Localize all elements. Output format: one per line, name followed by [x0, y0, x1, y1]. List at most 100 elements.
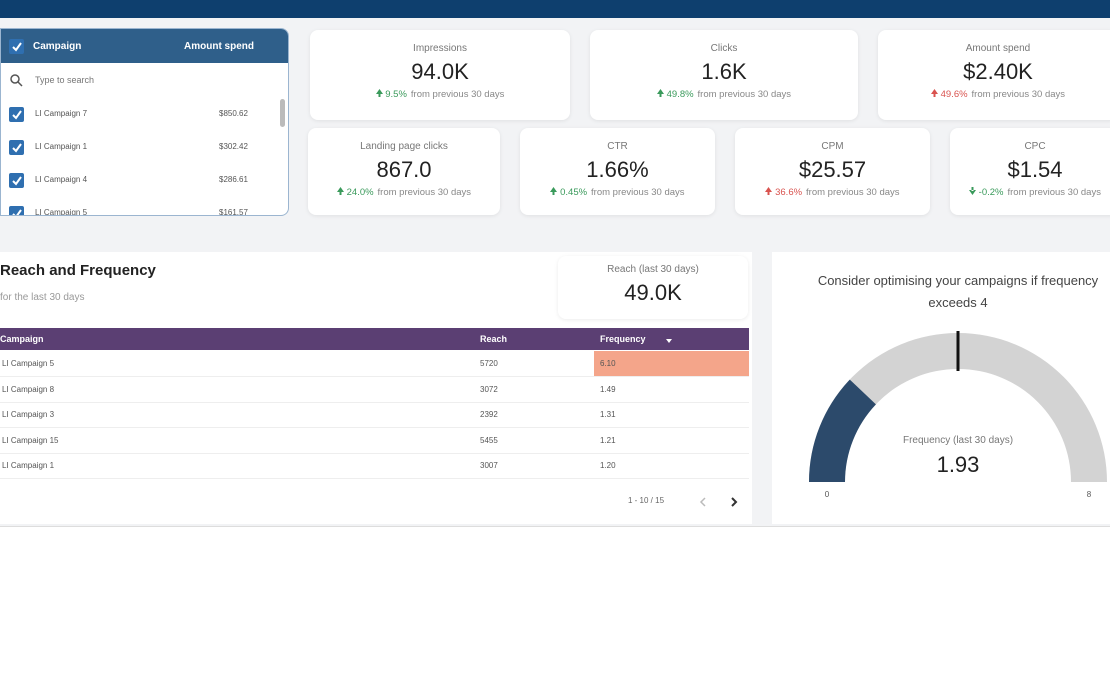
section-title: Reach and Frequency — [0, 262, 156, 279]
kpi-change: 24.0% from previous 30 days — [308, 187, 500, 198]
table-header — [0, 328, 749, 350]
kpi-label: Landing page clicks — [360, 141, 448, 152]
table-cell: 3007 — [480, 461, 498, 470]
kpi-card: CPM $25.57 36.6% from previous 30 days — [735, 128, 930, 215]
kpi-card: Impressions 94.0K 9.5% from previous 30 da… — [310, 30, 570, 120]
filter-header — [1, 29, 288, 63]
filter-item-amount: $302.42 — [219, 142, 248, 151]
table-cell: LI Campaign 1 — [2, 461, 55, 470]
highlight-cell — [594, 351, 749, 376]
gauge-max: 8 — [1087, 490, 1092, 499]
section-subtitle: for the last 30 days — [0, 292, 85, 303]
change-arrow — [336, 187, 347, 198]
table-cell: 6.10 — [600, 359, 616, 368]
table-cell: LI Campaign 15 — [2, 435, 59, 445]
filter-column: Campaign — [33, 41, 82, 52]
kpi-change: 9.5% from previous 30 days — [310, 89, 570, 100]
change-value: 36.6% — [775, 187, 803, 198]
table-cell: 5455 — [480, 435, 498, 445]
table-cell: 1.49 — [600, 384, 616, 394]
scorecard-value: 49.0K — [624, 280, 682, 305]
change-note: from previous 30 days — [410, 89, 505, 100]
change-arrow — [930, 89, 941, 100]
filter-item-amount: $850.62 — [219, 109, 248, 118]
change-note: from previous 30 days — [806, 187, 900, 198]
change-arrow — [969, 187, 979, 198]
gauge-value: 1.93 — [937, 452, 980, 477]
kpi-card: CTR 1.66% 0.45% from previous 30 days — [520, 128, 715, 215]
gauge-fill — [809, 379, 876, 482]
table-cell: 1.31 — [600, 410, 616, 419]
kpi-change: 49.6% from previous 30 days — [878, 89, 1110, 100]
kpi-value: $25.57 — [798, 157, 867, 182]
table-cell: 5720 — [480, 359, 498, 368]
filter-item-label[interactable]: LI Campaign 7 — [35, 109, 88, 118]
checkbox[interactable] — [9, 140, 24, 155]
change-note: from previous 30 days — [377, 187, 472, 198]
kpi-value: $1.54 — [1007, 157, 1063, 182]
kpi-label: Clicks — [710, 43, 738, 54]
checkbox[interactable] — [9, 173, 24, 188]
gauge-track — [809, 333, 1107, 482]
checkbox[interactable] — [9, 206, 24, 215]
filter-item-amount: $161.57 — [219, 208, 248, 216]
change-arrow — [656, 89, 667, 100]
kpi-value: 94.0K — [411, 59, 469, 84]
column-header[interactable]: Reach — [480, 334, 508, 344]
kpi-card: Amount spend $2.40K 49.6% from previous 30… — [878, 30, 1110, 120]
row-divider — [0, 427, 749, 428]
checkbox[interactable] — [9, 39, 24, 54]
search-input[interactable]: Type to search — [35, 75, 95, 85]
kpi-value: 1.66% — [586, 157, 649, 182]
gauge-min: 0 — [825, 490, 830, 499]
change-value: 49.8% — [666, 89, 694, 100]
kpi-change: 36.6% from previous 30 days — [735, 187, 930, 198]
table-cell: 1.21 — [600, 435, 616, 445]
kpi-label: Impressions — [413, 43, 467, 54]
gauge-label: Frequency (last 30 days) — [903, 435, 1013, 446]
change-note: from previous 30 days — [971, 89, 1066, 100]
row-divider — [0, 452, 749, 454]
kpi-card: CPC $1.54 -0.2% from previous 30 days — [950, 128, 1110, 215]
change-arrow — [375, 89, 386, 100]
row-divider — [0, 376, 749, 377]
table-cell: 1.20 — [600, 461, 616, 470]
change-note: from previous 30 days — [1007, 187, 1101, 198]
top-bar — [0, 0, 1110, 18]
change-arrow — [550, 187, 560, 198]
column-header[interactable]: Frequency — [600, 334, 646, 344]
row-divider — [0, 478, 749, 479]
table-cell: 3072 — [480, 384, 498, 394]
filter-item-label[interactable]: LI Campaign 4 — [35, 175, 88, 184]
gauge: Frequency (last 30 days) 1.93 0 8 — [809, 331, 1107, 499]
pagination: 1 - 10 / 15 — [628, 496, 665, 505]
sort-arrow — [666, 339, 672, 343]
search-icon — [9, 73, 23, 87]
scrollbar — [280, 99, 285, 127]
filter-item-amount: $286.61 — [219, 175, 248, 184]
change-value: 24.0% — [346, 187, 374, 198]
scorecard-label: Reach (last 30 days) — [607, 264, 699, 275]
filter-item-label[interactable]: LI Campaign 1 — [35, 142, 88, 151]
kpi-card: Clicks 1.6K 49.8% from previous 30 days — [590, 30, 858, 120]
checkbox[interactable] — [9, 107, 24, 122]
kpi-value: $2.40K — [963, 59, 1033, 84]
kpi-value: 1.6K — [701, 59, 747, 84]
page-nav[interactable] — [697, 495, 742, 509]
table-cell: LI Campaign 3 — [2, 410, 55, 419]
table-cell: LI Campaign 8 — [2, 384, 55, 394]
kpi-card: Landing page clicks 867.0 24.0% from previ… — [308, 128, 500, 215]
kpi-value: 867.0 — [376, 157, 432, 182]
change-value: -0.2% — [978, 187, 1004, 198]
change-arrow — [765, 187, 775, 198]
kpi-label: Amount spend — [965, 43, 1031, 54]
change-value: 0.45% — [560, 187, 588, 198]
change-note: from previous 30 days — [697, 89, 792, 100]
filter-item-label[interactable]: LI Campaign 5 — [35, 208, 88, 216]
reach-scorecard: Reach (last 30 days) 49.0K — [558, 256, 748, 319]
table-cell: 2392 — [480, 410, 498, 419]
column-header[interactable]: Campaign — [0, 334, 44, 344]
change-value: 49.6% — [940, 89, 968, 100]
filter-column: Amount spend — [184, 41, 254, 52]
